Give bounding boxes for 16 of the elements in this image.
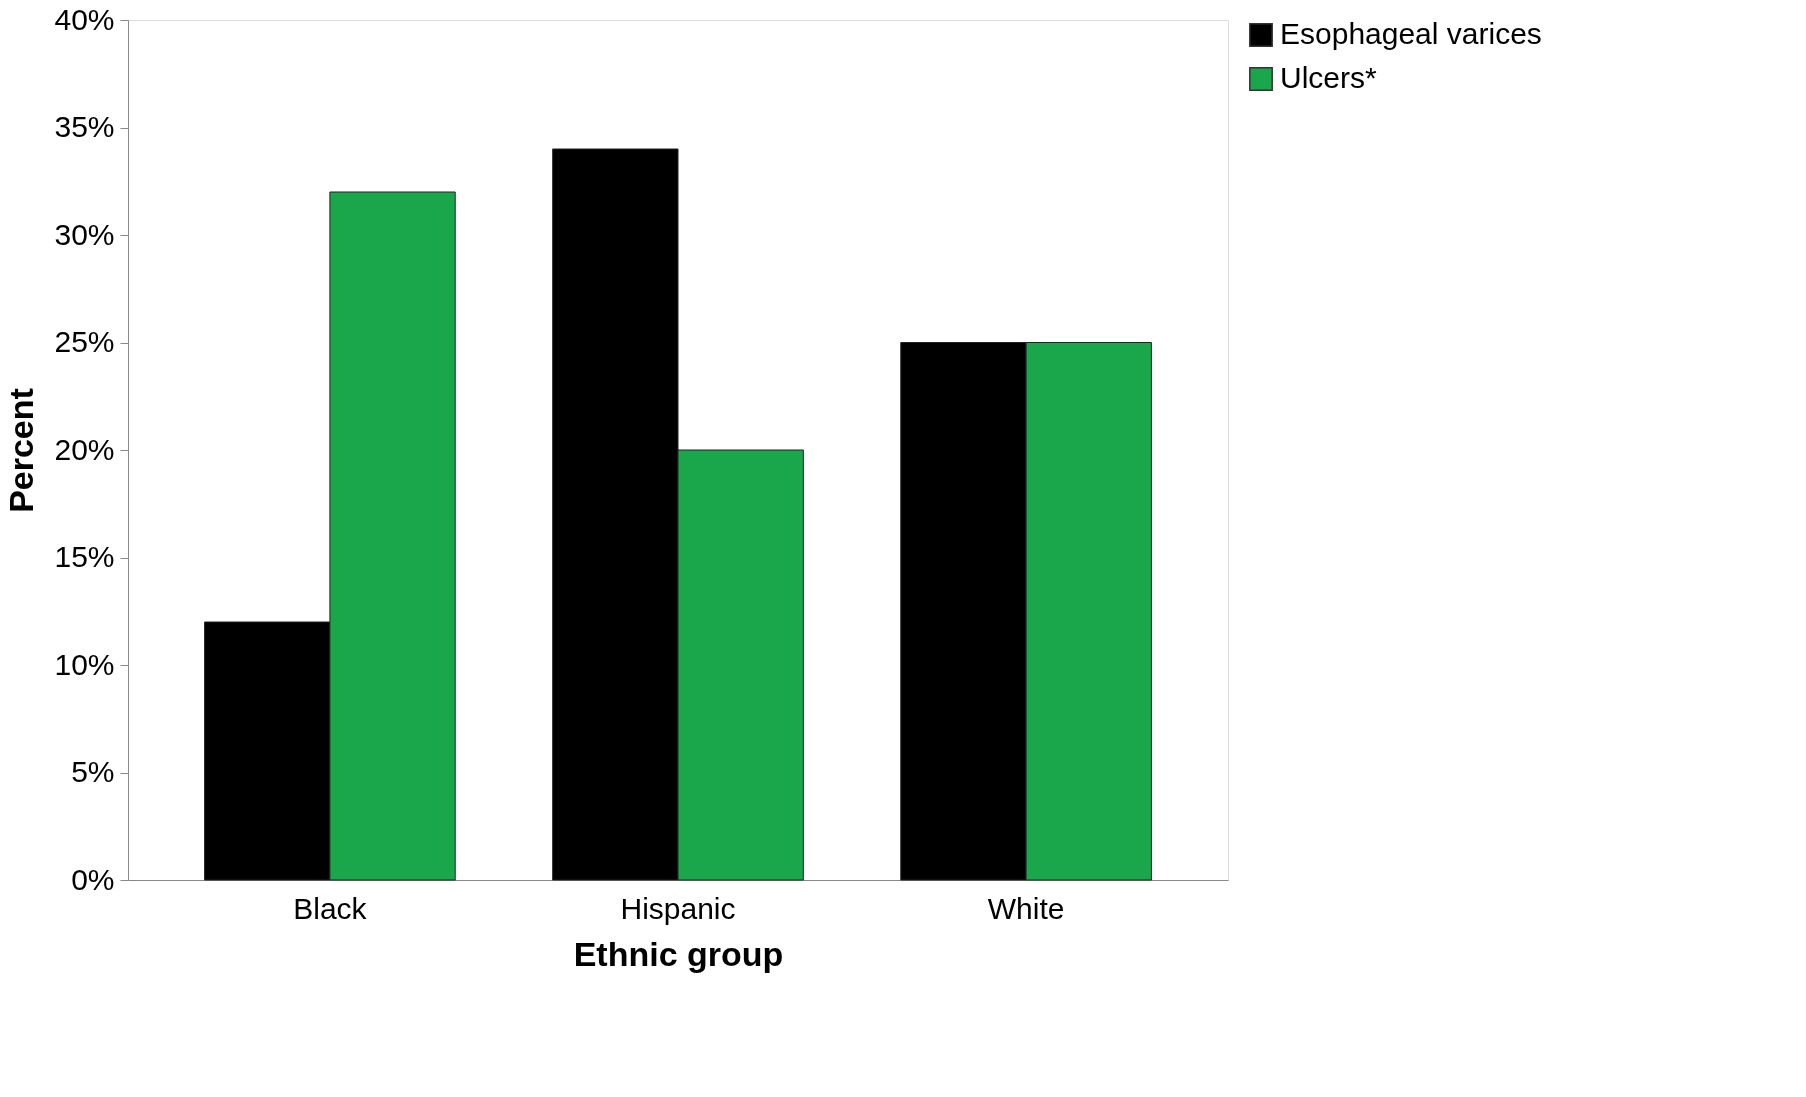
- y-tick-label: 5%: [71, 755, 115, 788]
- y-tick-label: 35%: [54, 110, 115, 143]
- x-tick-label: White: [987, 891, 1065, 925]
- legend-label: Esophageal varices: [1280, 17, 1542, 50]
- y-tick-label: 10%: [54, 647, 115, 681]
- y-tick-label: 30%: [54, 217, 115, 251]
- y-tick-label: 40%: [54, 2, 115, 36]
- x-tick-label: Hispanic: [620, 891, 736, 925]
- y-tick-label: 25%: [54, 325, 115, 358]
- x-tick-label: Black: [293, 891, 368, 925]
- legend-label: Ulcers*: [1280, 61, 1377, 94]
- y-tick-label: 15%: [54, 540, 115, 573]
- x-axis-title: Ethnic group: [573, 934, 784, 973]
- y-axis-title: Percent: [2, 388, 41, 513]
- y-tick-label: 0%: [71, 862, 115, 896]
- y-tick-label: 20%: [54, 432, 115, 466]
